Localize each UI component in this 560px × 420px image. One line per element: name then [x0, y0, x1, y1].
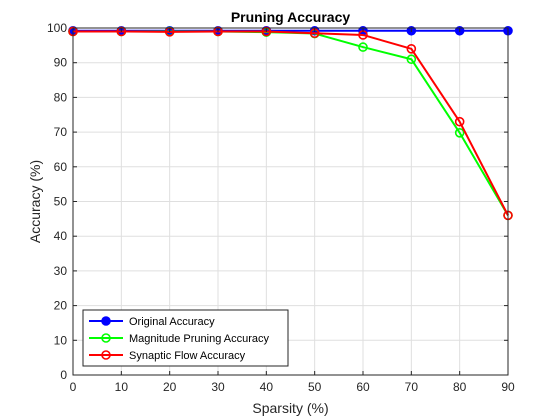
- y-tick-label: 30: [54, 264, 68, 278]
- x-tick-label: 50: [308, 380, 322, 394]
- legend-item: Original Accuracy: [89, 316, 215, 328]
- data-point: [454, 116, 465, 127]
- y-axis-label: Accuracy (%): [27, 160, 43, 243]
- legend-marker: [101, 316, 111, 326]
- legend-label: Original Accuracy: [129, 316, 215, 328]
- legend-item: Synaptic Flow Accuracy: [89, 350, 246, 362]
- x-tick-label: 0: [70, 380, 77, 394]
- y-tick-label: 0: [60, 368, 67, 382]
- data-point: [261, 26, 272, 37]
- x-tick-label: 20: [163, 380, 177, 394]
- data-point: [358, 42, 368, 52]
- y-tick-label: 100: [47, 21, 67, 35]
- legend-label: Magnitude Pruning Accuracy: [129, 333, 270, 345]
- y-tick-label: 20: [54, 299, 68, 313]
- x-tick-label: 10: [115, 380, 129, 394]
- data-point: [213, 26, 223, 37]
- x-tick-label: 60: [356, 380, 370, 394]
- y-tick-label: 70: [54, 125, 68, 139]
- ticks: 0 10 20 30 40 50 60 70 80 90 0 10 20 30 40 50 60 70 80 90 10…: [47, 21, 515, 394]
- y-tick-label: 60: [54, 160, 68, 174]
- data-point: [454, 127, 465, 138]
- series-2: [68, 26, 513, 221]
- data-point: [406, 54, 417, 65]
- x-tick-label: 30: [211, 380, 225, 394]
- series-line: [73, 30, 509, 216]
- legend-item: Magnitude Pruning Accuracy: [89, 333, 270, 345]
- y-tick-label: 50: [54, 195, 68, 209]
- y-tick-label: 90: [54, 56, 68, 70]
- x-tick-label: 80: [453, 380, 467, 394]
- legend-marker: [101, 333, 111, 343]
- y-tick-label: 40: [54, 229, 68, 243]
- y-tick-label: 80: [54, 90, 68, 104]
- data-point: [116, 26, 127, 37]
- x-tick-label: 40: [260, 380, 274, 394]
- series-layer: [68, 25, 513, 221]
- legend-marker: [101, 350, 111, 360]
- x-tick-label: 90: [501, 380, 515, 394]
- x-axis-label: Sparsity (%): [252, 400, 328, 416]
- legend-label: Synaptic Flow Accuracy: [129, 350, 246, 362]
- legend: Original Accuracy Magnitude Pruning Accur…: [82, 309, 289, 367]
- series-line: [73, 30, 509, 216]
- x-tick-label: 70: [405, 380, 419, 394]
- chart-title: Pruning Accuracy: [231, 9, 351, 25]
- y-tick-label: 10: [54, 333, 68, 347]
- data-point: [406, 44, 417, 54]
- series-3: [68, 26, 513, 221]
